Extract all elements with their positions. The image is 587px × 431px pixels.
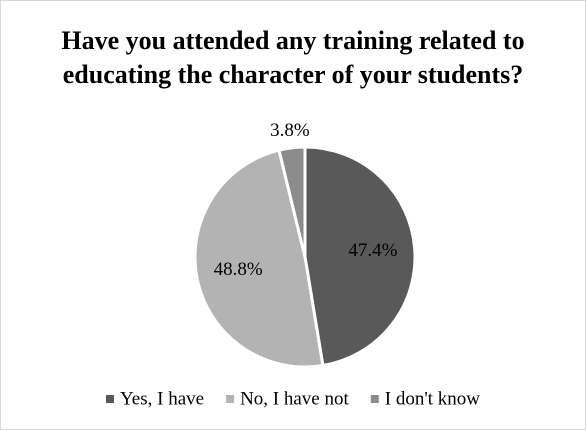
data-label: 48.8%	[214, 259, 263, 280]
pie-slice	[277, 145, 307, 258]
legend-swatch	[226, 395, 235, 403]
data-label: 3.8%	[270, 120, 310, 141]
legend-label: No, I have not	[240, 388, 349, 409]
data-label: 47.4%	[348, 240, 397, 261]
legend-swatch	[105, 395, 114, 403]
legend-swatch	[370, 395, 379, 403]
pie-slice	[303, 145, 417, 368]
legend-label: Yes, I have	[120, 388, 204, 409]
chart-title: Have you attended any training related t…	[61, 26, 525, 89]
legend-label: I don't know	[385, 388, 481, 409]
